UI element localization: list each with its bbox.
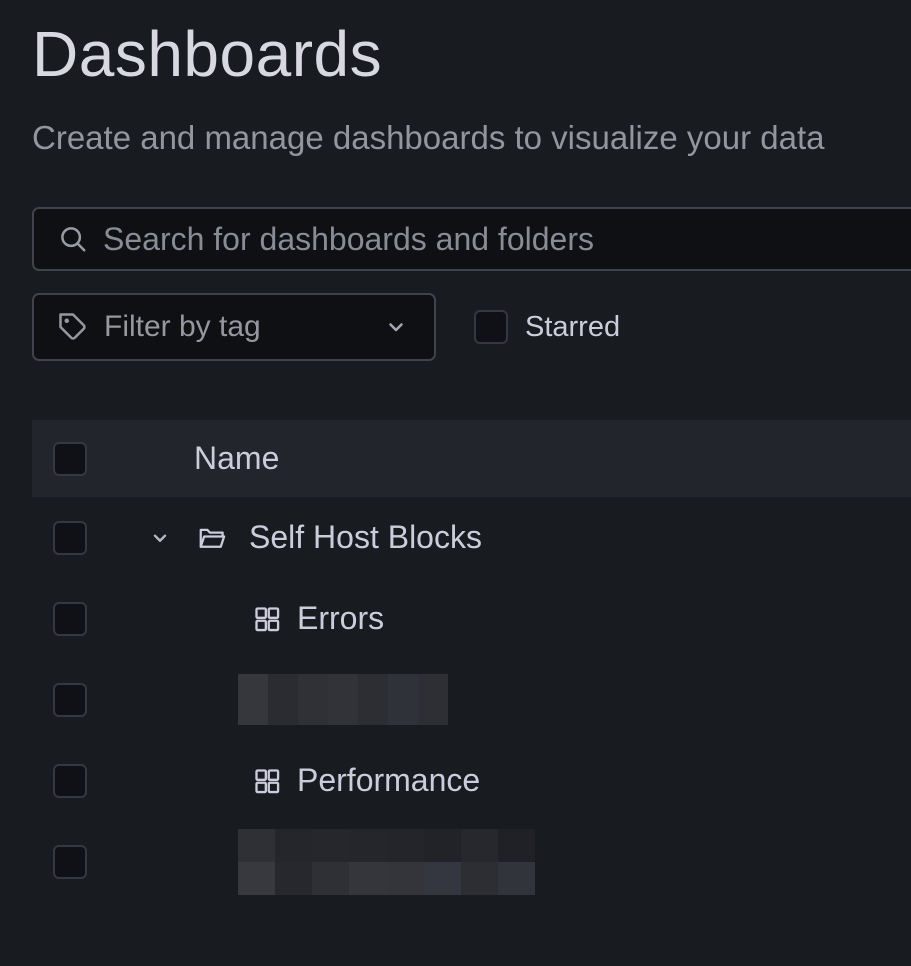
page-title: Dashboards [32,18,383,90]
table-row-folder: Self Host Blocks [32,497,911,578]
table-row-redacted [32,821,911,902]
select-all-checkbox[interactable] [53,441,87,476]
table-row-dashboard: Performance [32,740,911,821]
row-checkbox[interactable] [53,520,87,555]
table-row-dashboard: Errors [32,578,911,659]
table-row-redacted [32,659,911,740]
search-bar [32,207,911,271]
dashboards-page: Dashboards Create and manage dashboards … [0,22,911,902]
tag-filter-placeholder: Filter by tag [104,310,261,343]
dashboard-grid-icon [253,767,281,795]
search-icon [58,224,88,254]
redacted-dashboard-name[interactable] [238,674,448,725]
search-input[interactable] [103,209,911,269]
chevron-down-icon[interactable] [149,527,171,549]
dashboard-link[interactable]: Errors [297,600,385,636]
row-checkbox[interactable] [53,601,87,636]
starred-label: Starred [525,310,621,343]
column-header-name[interactable]: Name [194,440,280,476]
row-checkbox[interactable] [53,763,87,798]
starred-filter: Starred [474,310,620,344]
dashboard-grid-icon [253,605,281,633]
row-checkbox[interactable] [53,844,87,879]
dashboard-link[interactable]: Performance [297,762,481,798]
filter-row: Filter by tag Starred [32,293,911,361]
table-header-row: Name [32,420,911,497]
tag-filter-dropdown[interactable]: Filter by tag [32,293,436,361]
tag-icon [58,312,88,342]
starred-checkbox[interactable] [474,310,508,344]
page-subtitle: Create and manage dashboards to visualiz… [32,119,825,156]
chevron-down-icon [384,315,408,339]
redacted-dashboard-name[interactable] [238,828,535,895]
row-checkbox[interactable] [53,682,87,717]
folder-open-icon [197,523,227,553]
folder-link[interactable]: Self Host Blocks [249,519,482,555]
dashboards-table: Name Self Host Blocks [32,420,911,902]
